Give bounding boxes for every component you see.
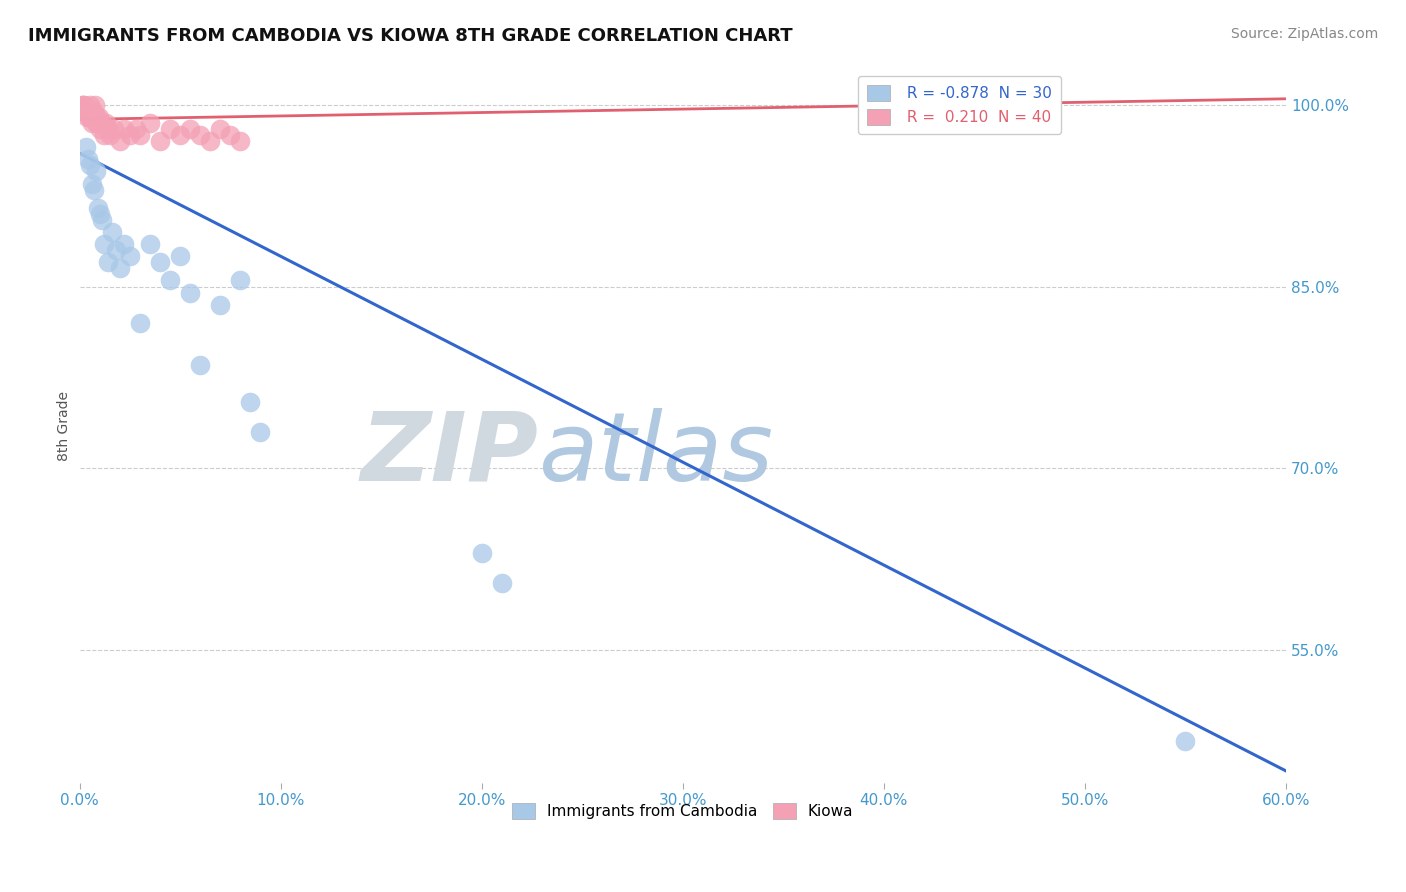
Point [169,128,191,142]
Point [491,576,513,591]
Point [112,122,135,136]
Point [139,116,162,130]
Point [82,103,104,118]
Point [239,394,262,409]
Point [72,98,94,112]
Point [94,116,117,130]
Point [90,116,112,130]
Point [97,122,120,136]
Point [169,249,191,263]
Point [86,116,108,130]
Text: ZIP: ZIP [360,408,538,501]
Point [86,201,108,215]
Point [229,134,252,148]
Point [80,116,103,130]
Point [139,237,162,252]
Point [90,213,112,227]
Point [89,122,111,136]
Point [112,237,135,252]
Point [93,237,115,252]
Point [118,128,141,142]
Point [179,122,201,136]
Point [125,122,148,136]
Text: Source: ZipAtlas.com: Source: ZipAtlas.com [1230,27,1378,41]
Point [104,243,127,257]
Point [70,98,93,112]
Point [75,103,97,118]
Point [72,98,94,112]
Text: atlas: atlas [538,408,773,501]
Point [83,183,105,197]
Point [79,98,101,112]
Point [77,110,100,124]
Point [79,158,101,172]
Point [76,153,98,167]
Point [83,98,105,112]
Point [108,134,131,148]
Point [118,249,141,263]
Point [179,285,201,300]
Point [188,128,211,142]
Point [98,128,121,142]
Point [128,316,150,330]
Point [159,122,181,136]
Point [76,110,98,124]
Point [76,103,98,118]
Point [73,103,96,118]
Point [188,358,211,372]
Point [97,255,120,269]
Y-axis label: 8th Grade: 8th Grade [58,391,72,461]
Point [84,116,107,130]
Point [249,425,271,439]
Point [1174,733,1197,747]
Point [219,128,242,142]
Point [471,546,494,560]
Point [79,110,101,124]
Point [149,134,172,148]
Point [80,177,103,191]
Point [75,140,97,154]
Point [229,273,252,287]
Point [100,225,122,239]
Point [93,128,115,142]
Point [128,128,150,142]
Point [209,298,232,312]
Point [86,110,108,124]
Point [89,207,111,221]
Point [103,122,125,136]
Point [159,273,181,287]
Point [108,261,131,276]
Point [200,134,222,148]
Point [87,110,110,124]
Point [209,122,232,136]
Point [84,164,107,178]
Text: IMMIGRANTS FROM CAMBODIA VS KIOWA 8TH GRADE CORRELATION CHART: IMMIGRANTS FROM CAMBODIA VS KIOWA 8TH GR… [28,27,793,45]
Point [83,110,105,124]
Point [149,255,172,269]
Legend: Immigrants from Cambodia, Kiowa: Immigrants from Cambodia, Kiowa [506,797,859,825]
